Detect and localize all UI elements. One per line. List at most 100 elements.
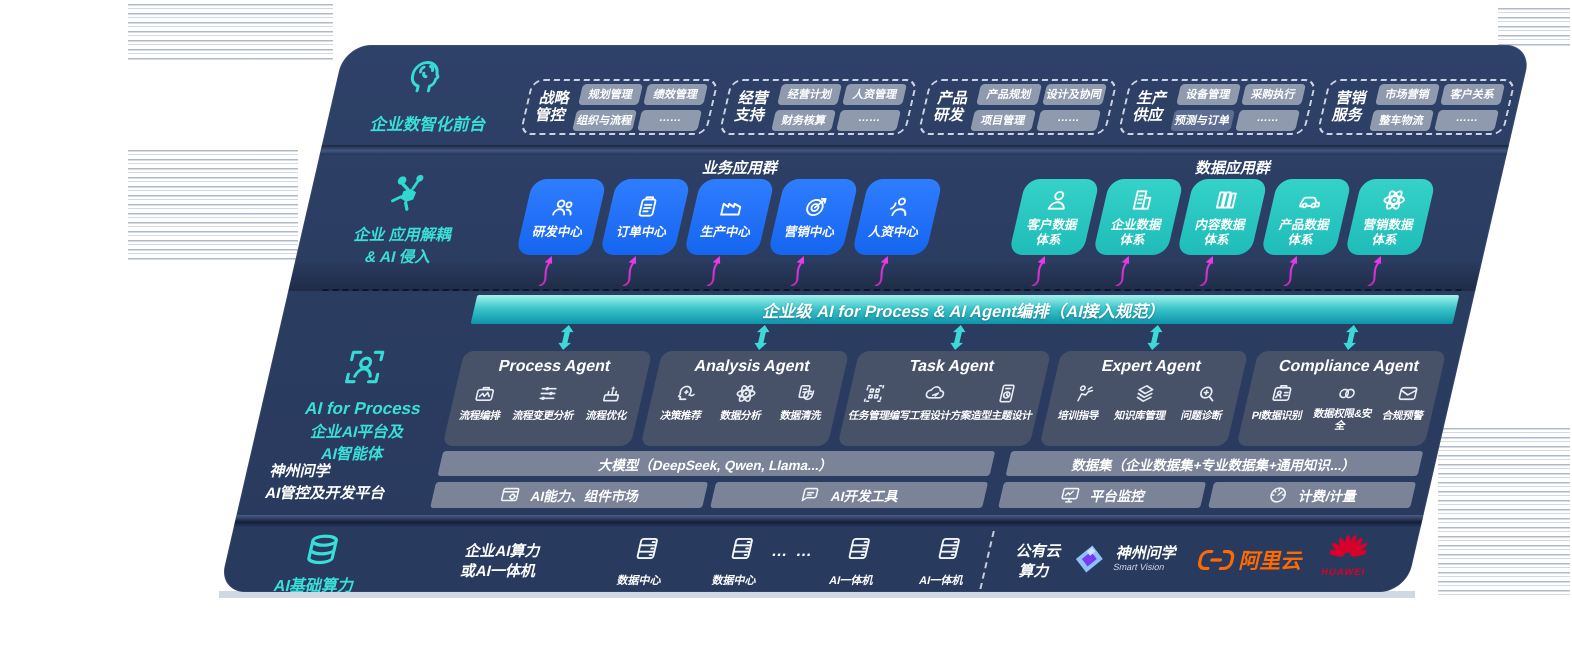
training-icon (1069, 382, 1097, 405)
tile-product-data: 产品数据体系 (1260, 179, 1353, 255)
double-arrow-icon (1143, 325, 1166, 350)
module-chip: 客户关系 (1440, 83, 1506, 105)
agent-compliance: Compliance Agent PI数据识别 数据权限&安全 合规预警 (1236, 351, 1447, 446)
group-title: 战略管控 (533, 89, 572, 124)
alibaba-cloud-logo: 阿里云 (1195, 545, 1307, 575)
module-chip: 项目管理 (970, 109, 1036, 131)
decorative-stripes (128, 4, 333, 60)
server-icon (932, 535, 965, 562)
module-chip: …… (1434, 109, 1500, 131)
module-chip: …… (637, 109, 703, 131)
building-icon (1126, 187, 1158, 213)
ellipsis: … … (769, 543, 817, 560)
public-cloud-label: 公有云 算力 (1014, 543, 1064, 581)
tile-enterprise-data: 企业数据体系 (1092, 179, 1185, 255)
chat-tools-icon (797, 484, 824, 506)
layers-icon (1131, 382, 1159, 405)
monitor-cell: 平台监控 (998, 482, 1207, 508)
module-chip: …… (1234, 109, 1300, 131)
server-icon (725, 535, 758, 562)
front-office-group-strategy: 战略管控 规划管理 绩效管理 组织与流程 …… (519, 79, 720, 135)
dataset-bar: 数据集（企业数据集+专业数据集+通用知识...） (1005, 451, 1424, 476)
node-ai-appliance: AI一体机 (904, 535, 988, 588)
front-office-group-marketing: 营销服务 市场营销 客户关系 整车物流 …… (1316, 79, 1517, 135)
huawei-petals-icon (1328, 533, 1370, 560)
module-chip: 产品规划 (976, 83, 1042, 105)
module-chip: 设备管理 (1175, 83, 1241, 105)
band-divider (319, 145, 1509, 155)
books-icon (1210, 187, 1242, 213)
agent-boxes: Process Agent 流程编排 流程变更分析 流程优化 Analysis … (442, 351, 1447, 446)
link-icon (1333, 382, 1361, 405)
decorative-stripes (1438, 428, 1570, 598)
dashed-boundary-line (322, 289, 1462, 291)
double-arrow-icon (1340, 325, 1363, 350)
front-office-group-supply: 生产供应 设备管理 采购执行 预测与订单 …… (1116, 79, 1317, 135)
compute-label: 企业AI算力 或AI一体机 (458, 543, 543, 581)
decorative-stripes (128, 150, 298, 262)
model-bar: 大模型（DeepSeek, Qwen, Llama...） (437, 451, 996, 476)
monitor-icon (1057, 484, 1084, 506)
atom-icon (732, 382, 760, 405)
module-chip: 财务核算 (771, 109, 837, 131)
decision-head-icon (672, 382, 700, 405)
task-grid-icon (860, 382, 888, 405)
clipboard-icon (632, 194, 664, 220)
molecule-icon (378, 171, 436, 222)
group-title: 营销服务 (1330, 89, 1369, 124)
person-icon (1042, 187, 1074, 213)
tile-order-center: 订单中心 (599, 179, 692, 255)
brain-icon (398, 53, 451, 102)
group-title: 经营支持 (732, 89, 771, 124)
module-chip: 设计及协同 (1041, 83, 1107, 105)
module-chip: 组织与流程 (572, 109, 638, 131)
band-shadow (288, 259, 1483, 291)
window-gear-icon (497, 484, 524, 506)
platform-label: 神州问学 AI管控及开发平台 (263, 463, 388, 502)
decorative-stripes (1498, 8, 1570, 46)
architecture-diagram: 企业数智化前台 战略管控 规划管理 绩效管理 组织与流程 …… 经营支持 经营计… (218, 45, 1533, 592)
server-icon (630, 535, 663, 562)
infra-label: AI基础算力 (272, 578, 356, 592)
tile-content-data: 内容数据体系 (1176, 179, 1269, 255)
sync-arrows (465, 325, 1453, 350)
agent-expert: Expert Agent 培训指导 知识库管理 问题诊断 (1039, 351, 1249, 446)
cloud-edit-icon (921, 382, 949, 405)
workflow-icon (471, 382, 499, 405)
front-office-group-operation: 经营支持 经营计划 人资管理 财务核算 …… (718, 79, 919, 135)
huawei-logo: HUAWEI (1310, 533, 1384, 578)
factory-icon (716, 194, 748, 220)
optimize-icon (597, 382, 625, 405)
module-chip: 规划管理 (578, 83, 644, 105)
module-chip: 绩效管理 (643, 83, 709, 105)
data-group-title: 数据应用群 (1194, 160, 1273, 177)
data-clean-icon (792, 382, 820, 405)
design-doc-icon (993, 382, 1021, 405)
hr-people-icon (884, 194, 916, 220)
ground-shadow (219, 591, 1415, 598)
double-arrow-icon (947, 325, 970, 350)
tile-rnd-center: 研发中心 (515, 179, 608, 255)
tile-hr-center: 人资中心 (851, 179, 944, 255)
mail-alert-icon (1394, 382, 1422, 405)
tile-production-center: 生产中心 (683, 179, 776, 255)
agent-task: Task Agent 任务管理 编写工程设计方案 造型主题设计 (837, 351, 1052, 446)
tile-marketing-center: 营销中心 (767, 179, 860, 255)
platform-dataset-group: 数据集（企业数据集+专业数据集+通用知识...） 平台监控 计费/计量 (998, 451, 1424, 508)
band-divider (233, 515, 1424, 527)
module-chip: …… (836, 109, 902, 131)
agent-analysis: Analysis Agent 决策推荐 数据分析 数据清洗 (640, 351, 850, 446)
module-chip: …… (1035, 109, 1101, 131)
car-icon (1294, 187, 1326, 213)
sliders-icon (534, 382, 562, 405)
tile-marketing-data: 营销数据体系 (1344, 179, 1437, 255)
platform-model-group: 大模型（DeepSeek, Qwen, Llama...） AI能力、组件市场 … (430, 451, 996, 508)
front-office-groups: 战略管控 规划管理 绩效管理 组织与流程 …… 经营支持 经营计划 人资管理 财… (519, 79, 1517, 135)
module-chip: 经营计划 (777, 83, 843, 105)
diagnosis-icon (1193, 382, 1221, 405)
node-datacenter: 数据中心 (602, 535, 686, 588)
front-office-group-rnd: 产品研发 产品规划 设计及协同 项目管理 …… (917, 79, 1118, 135)
smart-vision-diamond-icon (1067, 541, 1111, 577)
database-icon (296, 531, 346, 576)
double-arrow-icon (554, 325, 577, 350)
